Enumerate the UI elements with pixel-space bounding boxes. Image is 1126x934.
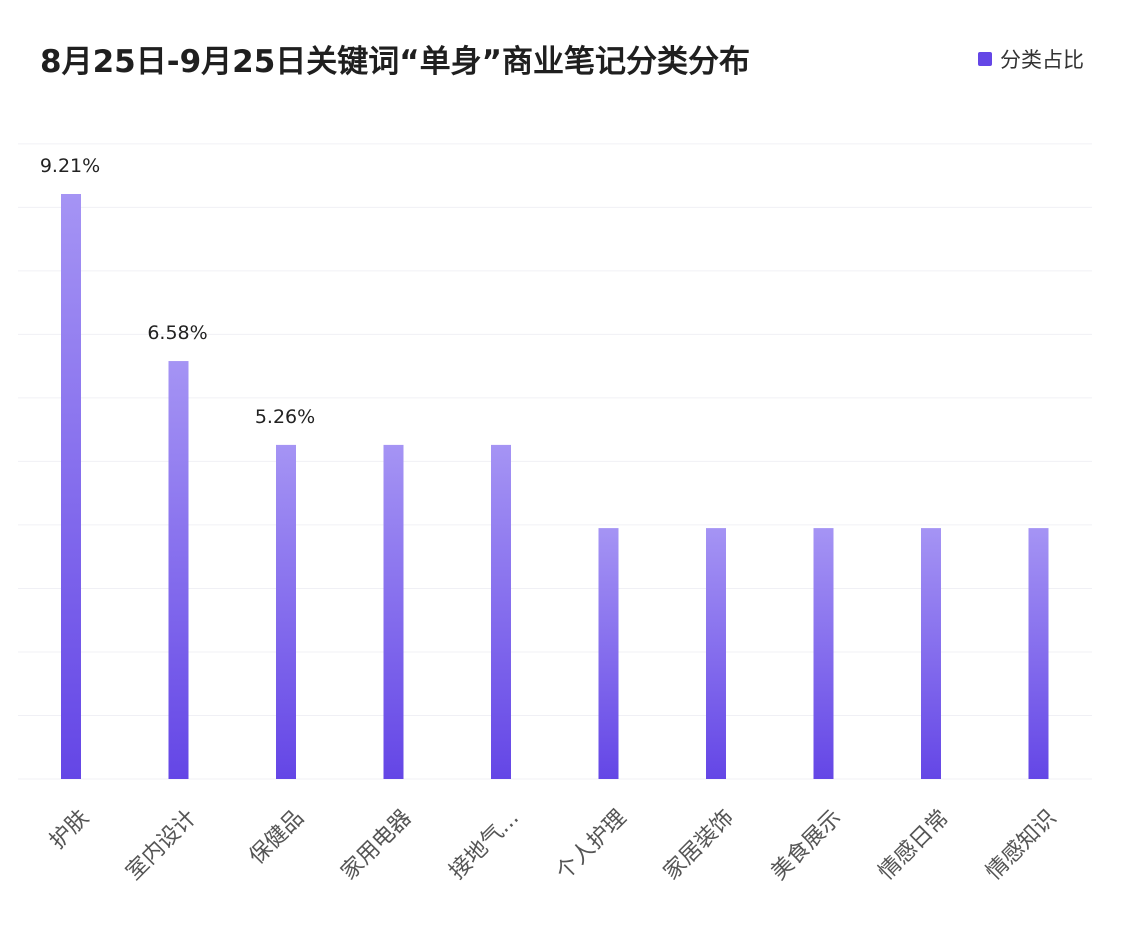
bars — [61, 194, 1049, 779]
x-tick-label-2: 室内设计 — [122, 805, 202, 885]
bar-3[interactable] — [276, 444, 296, 779]
bar-10[interactable] — [1028, 528, 1049, 779]
x-tick-label-5: 接地气... — [445, 805, 524, 884]
data-label-2: 6.58% — [147, 322, 207, 344]
x-tick-label-1: 护肤 — [45, 805, 94, 854]
x-tick-label-9: 情感日常 — [874, 805, 954, 885]
data-label-1: 9.21% — [40, 155, 100, 177]
x-tick-label-4: 家用电器 — [337, 805, 417, 885]
x-tick-label-10: 情感知识 — [982, 805, 1062, 885]
chart-title: 8月25日-9月25日关键词“单身”商业笔记分类分布 — [40, 44, 751, 80]
bar-6[interactable] — [598, 528, 619, 779]
x-tick-label-3: 保健品 — [245, 805, 309, 869]
data-labels: 9.21% 6.58% 5.26% — [40, 155, 315, 428]
legend-swatch — [978, 52, 992, 66]
x-tick-label-8: 美食展示 — [767, 805, 847, 885]
bar-9[interactable] — [921, 528, 941, 779]
bar-1[interactable] — [61, 194, 81, 779]
bar-5[interactable] — [491, 444, 511, 779]
x-axis-ticks: 护肤 室内设计 保健品 家用电器 接地气... 个人护理 家居装饰 美食展示 情感日常 情感知识 — [45, 805, 1061, 885]
legend-label: 分类占比 — [1000, 48, 1084, 72]
bar-7[interactable] — [706, 528, 726, 779]
bar-2[interactable] — [168, 361, 189, 779]
legend[interactable]: 分类占比 — [978, 44, 1084, 74]
x-tick-label-7: 家居装饰 — [659, 805, 739, 885]
gridlines — [18, 143, 1092, 780]
bar-4[interactable] — [383, 444, 404, 779]
data-label-3: 5.26% — [255, 406, 315, 428]
bar-8[interactable] — [813, 528, 834, 779]
x-tick-label-6: 个人护理 — [552, 805, 632, 885]
